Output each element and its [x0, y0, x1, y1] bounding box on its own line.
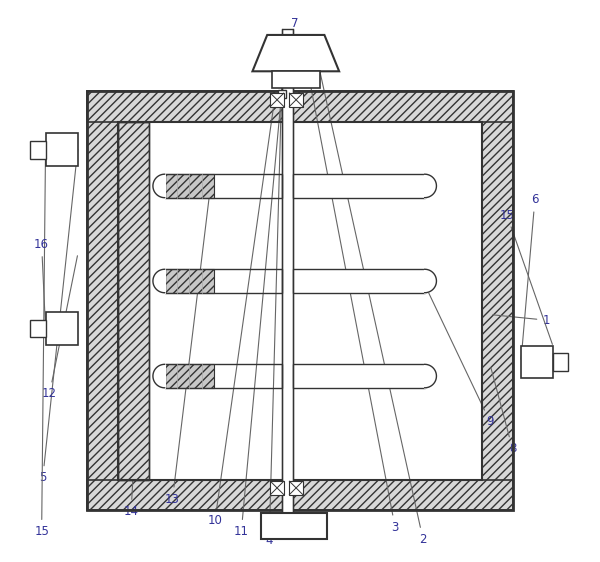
- Bar: [164, 174, 214, 198]
- Bar: [164, 269, 282, 293]
- Text: 15: 15: [34, 149, 49, 538]
- Text: 10: 10: [208, 101, 274, 527]
- Text: 1: 1: [493, 314, 550, 327]
- Text: 5: 5: [39, 149, 77, 484]
- Text: 2: 2: [317, 60, 427, 546]
- Bar: [88, 91, 512, 510]
- Bar: [271, 93, 284, 107]
- Polygon shape: [153, 174, 164, 198]
- Polygon shape: [425, 269, 436, 293]
- Text: 3: 3: [309, 77, 399, 533]
- Bar: [272, 71, 320, 88]
- Polygon shape: [425, 364, 436, 388]
- Bar: [31, 320, 46, 337]
- Bar: [278, 90, 286, 98]
- Bar: [164, 364, 214, 388]
- Bar: [88, 91, 118, 510]
- Text: 11: 11: [234, 91, 282, 538]
- Polygon shape: [253, 35, 339, 71]
- Bar: [164, 364, 282, 388]
- Bar: [293, 269, 425, 293]
- Bar: [46, 312, 78, 345]
- Text: 4: 4: [265, 74, 282, 547]
- Bar: [289, 93, 303, 107]
- Bar: [88, 479, 512, 510]
- Bar: [293, 364, 425, 388]
- Polygon shape: [153, 364, 164, 388]
- Bar: [88, 91, 512, 121]
- Bar: [271, 481, 284, 495]
- Text: 9: 9: [424, 283, 494, 428]
- Text: 15: 15: [499, 209, 553, 345]
- Bar: [31, 140, 46, 158]
- Text: 6: 6: [521, 193, 539, 359]
- Bar: [164, 269, 214, 293]
- Bar: [261, 513, 327, 540]
- Bar: [164, 174, 282, 198]
- Bar: [282, 29, 293, 530]
- Bar: [482, 91, 512, 510]
- Polygon shape: [153, 269, 164, 293]
- Bar: [118, 121, 149, 479]
- Text: 16: 16: [34, 238, 49, 326]
- Bar: [118, 121, 149, 479]
- Bar: [118, 121, 482, 479]
- Bar: [293, 174, 425, 198]
- Polygon shape: [425, 174, 436, 198]
- Text: 13: 13: [165, 189, 210, 506]
- Bar: [46, 133, 78, 166]
- Text: 8: 8: [491, 368, 516, 455]
- Text: 12: 12: [42, 256, 77, 401]
- Text: 14: 14: [124, 183, 149, 518]
- Text: 7: 7: [288, 17, 298, 510]
- Bar: [289, 481, 303, 495]
- Bar: [521, 346, 553, 378]
- Bar: [553, 353, 568, 371]
